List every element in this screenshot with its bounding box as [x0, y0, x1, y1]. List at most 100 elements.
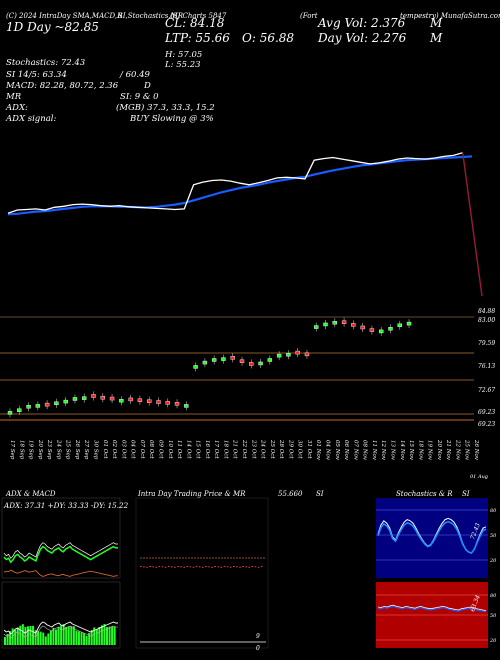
- stoch-tail: SI: [462, 490, 470, 498]
- date-label: 10 Oct: [167, 440, 173, 459]
- intraday-price-tick: [195, 566, 198, 567]
- candle-body: [295, 350, 300, 355]
- date-label: 21 Nov: [445, 439, 451, 461]
- candle-body: [193, 365, 198, 369]
- company-tail: (Fort: [300, 12, 318, 20]
- candle-body: [91, 394, 96, 398]
- date-label: 23 Oct: [250, 439, 256, 459]
- minus-di-line: [3, 569, 118, 577]
- date-label: 24 Sep: [55, 439, 61, 460]
- date-label: 07 Oct: [139, 440, 145, 459]
- date-label: 01 Oct: [102, 440, 108, 459]
- date-label: 15 Nov: [408, 440, 414, 461]
- company-line: (S) Charts 5847: [170, 12, 227, 20]
- date-label: 24 Oct: [260, 439, 266, 459]
- candle-body: [379, 329, 384, 334]
- macd-histogram-bar: [6, 634, 9, 645]
- intraday-price-tick: [226, 566, 229, 568]
- date-label: 12 Nov: [380, 440, 386, 461]
- macd-histogram-bar: [57, 627, 60, 645]
- candle-body: [165, 401, 170, 405]
- date-label: 08 Oct: [148, 440, 154, 459]
- mr-tail: SI: 9 & 0: [120, 92, 159, 102]
- company-tail-2: tempestry) MunafaSutra.com: [400, 12, 500, 20]
- macd-histogram-bar: [100, 625, 103, 645]
- macd-histogram-bar: [62, 624, 65, 645]
- avg-vol: Avg Vol: 2.376: [318, 16, 406, 30]
- low-label: L: 55.23: [165, 60, 201, 70]
- candle-body: [276, 353, 282, 358]
- candle-body: [119, 399, 124, 403]
- date-label: 25 Oct: [269, 439, 275, 459]
- candle-body: [258, 361, 263, 366]
- intraday-price-tick: [211, 566, 213, 568]
- candle-body: [63, 399, 68, 404]
- macd-histogram-bar: [80, 632, 83, 645]
- intraday-last-label: 9: [256, 633, 260, 640]
- date-label: 18 Oct: [222, 440, 228, 459]
- candle-body: [146, 399, 152, 403]
- macd-histogram-bar: [29, 625, 32, 645]
- date-label: 30 Sep: [93, 440, 99, 460]
- plus-di-line: [3, 542, 118, 559]
- price-axis-label: 69.23: [478, 409, 495, 416]
- date-label: 04 Oct: [130, 440, 136, 459]
- intraday-price-tick: [202, 566, 204, 568]
- mr-axis-label: 80: [490, 593, 497, 599]
- intraday-tail: SI: [316, 490, 324, 498]
- date-label: 25 Sep: [65, 439, 71, 460]
- date-label: 31 Oct: [306, 440, 312, 459]
- price-axis-label: 79.59: [478, 340, 495, 347]
- macd-histogram-bar: [108, 626, 111, 645]
- candle-body: [100, 395, 106, 400]
- intraday-price-tick: [239, 566, 241, 568]
- avg-vol-unit: M: [430, 16, 443, 30]
- macd-histogram-bar: [14, 629, 17, 645]
- date-label: 09 Oct: [157, 440, 163, 459]
- date-label: 02 Oct: [111, 440, 117, 459]
- macd-histogram-bar: [21, 624, 24, 645]
- intraday-price-tick: [251, 566, 254, 567]
- candle-body: [230, 356, 235, 360]
- mr-axis-label: 50: [490, 613, 497, 619]
- intraday-price-tick: [192, 566, 195, 568]
- intraday-price-tick: [140, 566, 142, 567]
- intraday-price-tick: [171, 566, 173, 568]
- candle-body: [239, 359, 245, 363]
- intraday-price-tick: [248, 566, 251, 568]
- intraday-price-tick: [208, 566, 210, 568]
- macd-histogram-bar: [75, 630, 78, 645]
- candle-body: [109, 396, 115, 401]
- date-label: 16 Oct: [204, 440, 210, 459]
- date-label: 04 Nov: [325, 440, 331, 461]
- intraday-price-tick: [164, 566, 167, 568]
- intraday-price-tick: [236, 566, 238, 568]
- macd-histogram-bar: [49, 630, 52, 645]
- date-label: 30 Oct: [297, 440, 303, 459]
- mr-line: [377, 604, 487, 611]
- intraday-price-tick: [161, 566, 164, 568]
- candle-body: [128, 397, 133, 402]
- stoch-axis-label: 80: [490, 508, 497, 514]
- date-label: 05 Nov: [334, 440, 340, 461]
- intraday-price-tick: [174, 566, 176, 568]
- candle-body: [26, 405, 31, 409]
- date-label: 26 Nov: [473, 439, 479, 461]
- intraday-price-tick: [214, 566, 216, 567]
- intraday-price-tick: [254, 566, 257, 568]
- date-label: 17 Oct: [213, 440, 219, 459]
- candle-body: [54, 401, 59, 406]
- candle-body: [323, 322, 328, 327]
- intraday-price-tick: [260, 566, 263, 567]
- macd-histogram-bar: [113, 626, 116, 645]
- candle-body: [341, 320, 347, 324]
- macd-histogram-bar: [16, 627, 19, 645]
- date-label: 23 Sep: [46, 439, 52, 460]
- intraday-zero-label: 0: [256, 645, 260, 652]
- date-label: 20 Nov: [436, 439, 442, 461]
- date-label: 20 Sep: [37, 439, 43, 460]
- intraday-price-tick: [177, 566, 179, 567]
- candle-body: [202, 360, 208, 365]
- macd-histogram-bar: [37, 630, 40, 645]
- date-label: 22 Oct: [241, 439, 247, 459]
